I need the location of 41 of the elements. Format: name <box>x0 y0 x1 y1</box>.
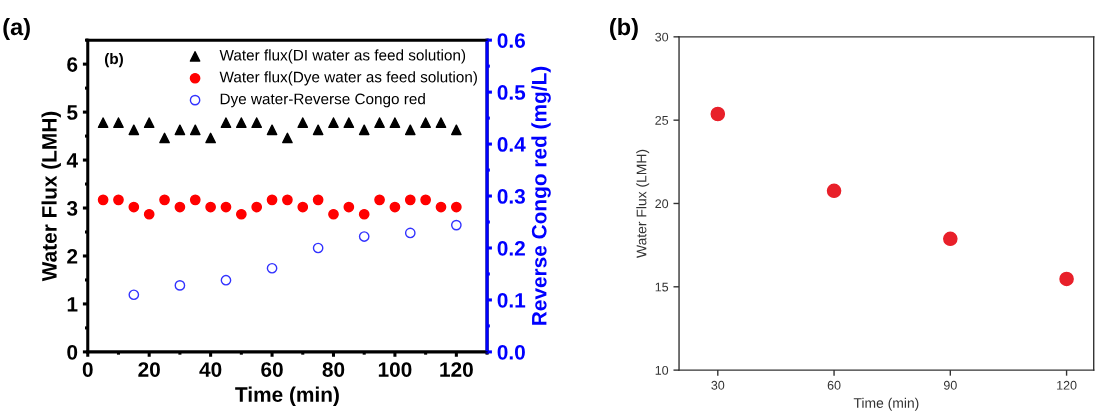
x-tick-label: 120 <box>440 362 473 377</box>
y2-tick-label: 0.5 <box>497 85 526 100</box>
y-tick-label: 25 <box>655 115 669 125</box>
x-tick-label: 60 <box>261 362 283 377</box>
y2-tick-label: 0.4 <box>497 137 526 152</box>
y2-tick-label: 0.6 <box>497 33 525 48</box>
legend-label: Water flux(DI water as feed solution) <box>219 49 466 64</box>
y-tick-label: 1 <box>67 297 78 312</box>
y-axis-title: Water Flux (LMH) <box>41 111 61 282</box>
y2-tick-label: 0.2 <box>497 240 525 256</box>
x-tick-label: 90 <box>943 380 957 390</box>
x-tick-label: 60 <box>827 380 841 390</box>
x-tick-label: 80 <box>322 362 345 377</box>
x-tick-label: 120 <box>1057 380 1077 390</box>
y-tick-label: 2 <box>67 248 78 264</box>
x-tick-label: 20 <box>138 362 160 377</box>
y-tick-label: 30 <box>655 32 669 42</box>
y-tick-label: 20 <box>655 199 669 209</box>
annotation: (b) <box>104 52 123 68</box>
y-tick-label: 15 <box>655 282 669 292</box>
y2-tick-label: 0.0 <box>497 344 525 360</box>
y-tick-label: 0 <box>67 344 78 360</box>
y-axis-title: Water Flux (LMH) <box>636 149 650 258</box>
y2-tick-label: 0.1 <box>497 292 526 308</box>
x-axis-title: Time (min) <box>853 397 919 411</box>
x-tick-label: 40 <box>199 362 222 377</box>
legend-label: Dye water-Reverse Congo red <box>220 93 425 108</box>
legend-label: Water flux(Dye water as feed solution) <box>219 71 477 86</box>
y-tick-label: 4 <box>66 153 78 168</box>
y-tick-label: 6 <box>67 57 78 72</box>
y-tick-label: 3 <box>66 201 78 216</box>
x-tick-label: 30 <box>711 380 725 390</box>
x-tick-label: 0 <box>82 362 93 377</box>
text: (b) <box>610 17 638 40</box>
x-tick-label: 100 <box>378 362 412 377</box>
text: (a) <box>3 17 30 40</box>
y-tick-label: 10 <box>655 365 669 375</box>
y2-tick-label: 0.3 <box>497 189 525 204</box>
x-axis-title: Time (min) <box>235 386 339 407</box>
y2-axis-title: Reverse Congo red (mg/L) <box>531 66 551 325</box>
y-tick-label: 5 <box>67 105 78 120</box>
